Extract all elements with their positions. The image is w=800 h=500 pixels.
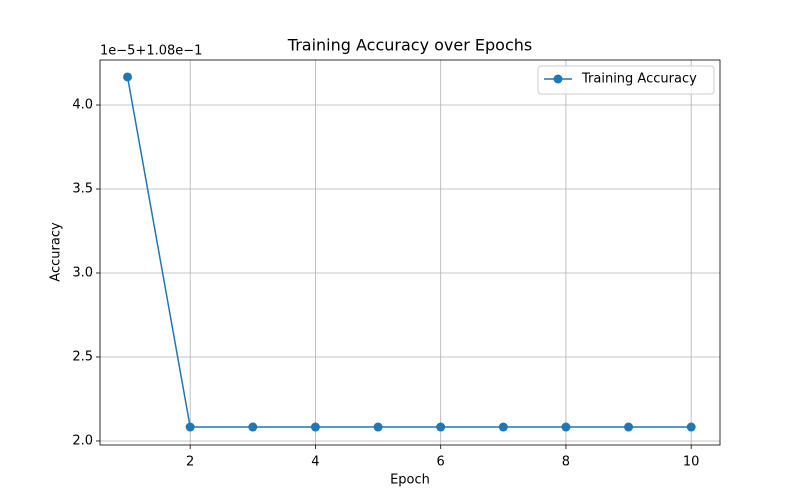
data-point [373, 422, 383, 432]
data-point [248, 422, 258, 432]
x-tick-label: 2 [186, 455, 194, 470]
y-tick-label: 3.5 [72, 182, 93, 197]
data-point [436, 422, 446, 432]
y-tick-label: 2.5 [72, 349, 93, 364]
x-tick-label: 4 [311, 455, 319, 470]
x-tick-label: 6 [437, 455, 445, 470]
data-point [123, 72, 133, 82]
plot-frame [99, 59, 721, 446]
y-axis-label: Accuracy [49, 222, 64, 282]
legend-label: Training Accuracy [581, 72, 697, 87]
y-tick-label: 4.0 [72, 98, 93, 113]
y-offset-text: 1e−5+1.08e−1 [100, 44, 202, 59]
chart-title: Training Accuracy over Epochs [287, 36, 532, 55]
y-tick-label: 2.0 [72, 433, 93, 448]
data-line [126, 76, 692, 428]
y-tick-label: 3.0 [72, 265, 93, 280]
legend-marker [553, 74, 563, 84]
x-tick-label: 10 [683, 455, 700, 470]
data-point [310, 422, 320, 432]
data-point [624, 422, 634, 432]
legend-box [537, 65, 715, 95]
data-point [686, 422, 696, 432]
data-point [561, 422, 571, 432]
x-axis-label: Epoch [390, 473, 430, 488]
data-point [185, 422, 195, 432]
data-point [498, 422, 508, 432]
x-tick-label: 8 [562, 455, 570, 470]
